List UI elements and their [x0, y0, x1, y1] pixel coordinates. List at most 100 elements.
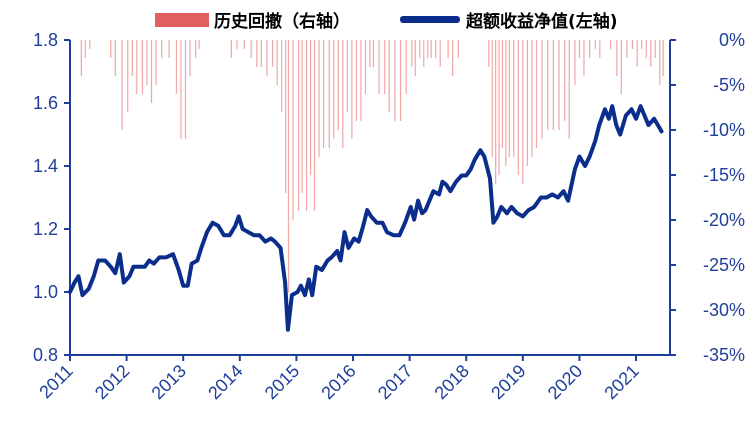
drawdown-bar — [287, 40, 290, 292]
drawdown-bar — [564, 40, 566, 121]
drawdown-bar — [599, 40, 601, 58]
x-axis-tick-label: 2015 — [261, 361, 303, 403]
left-axis-tick-label: 1.4 — [33, 156, 58, 176]
drawdown-bar — [399, 40, 402, 121]
drawdown-bar — [328, 40, 330, 148]
drawdown-bar — [626, 40, 628, 58]
drawdown-bar — [547, 40, 549, 130]
drawdown-bar — [313, 40, 316, 211]
drawdown-bar — [439, 40, 441, 67]
drawdown-bar — [384, 40, 386, 94]
drawdown-bar — [541, 40, 543, 139]
drawdown-bar — [574, 40, 576, 85]
drawdown-bar — [435, 40, 437, 58]
drawdown-bar — [423, 40, 425, 67]
drawdown-bar — [306, 40, 308, 211]
drawdown-bar — [513, 40, 515, 157]
x-axis-tick-label: 2016 — [317, 361, 359, 403]
drawdown-bar — [150, 40, 153, 103]
drawdown-bars — [80, 40, 664, 292]
drawdown-bar — [360, 40, 362, 121]
left-axis-tick-label: 1.0 — [33, 282, 58, 302]
drawdown-bar — [616, 40, 618, 76]
drawdown-bar — [337, 40, 339, 130]
x-axis-tick-label: 2020 — [544, 361, 586, 403]
drawdown-bar — [195, 40, 197, 58]
drawdown-bar — [495, 40, 497, 184]
drawdown-bar — [457, 40, 459, 58]
right-axis-tick-label: -15% — [703, 165, 745, 185]
right-axis-tick-label: -35% — [703, 345, 745, 365]
drawdown-bar — [430, 40, 432, 58]
drawdown-bar — [414, 40, 416, 76]
drawdown-bar — [146, 40, 148, 85]
drawdown-bar — [568, 40, 570, 139]
drawdown-bar — [589, 40, 591, 58]
drawdown-bar — [110, 40, 112, 58]
legend-bar-label: 历史回撤（右轴） — [214, 11, 350, 32]
right-axis-tick-label: -5% — [713, 75, 745, 95]
left-axis-tick-label: 0.8 — [33, 345, 58, 365]
drawdown-bar — [378, 40, 380, 94]
drawdown-bar — [121, 40, 123, 130]
drawdown-bar — [198, 40, 200, 49]
drawdown-bar — [488, 40, 490, 67]
drawdown-bar — [419, 40, 421, 58]
nav-line — [68, 104, 664, 332]
left-axis-tick-label: 1.8 — [33, 30, 58, 50]
drawdown-bar — [266, 40, 268, 76]
drawdown-bar — [155, 40, 157, 85]
drawdown-bar — [175, 40, 178, 94]
drawdown-bar — [452, 40, 454, 76]
drawdown-bar — [322, 40, 325, 148]
x-axis-tick-label: 2013 — [148, 361, 190, 403]
drawdown-bar — [583, 40, 585, 76]
drawdown-bar — [184, 40, 187, 139]
drawdown-bar — [531, 40, 533, 157]
drawdown-bar — [230, 40, 232, 58]
drawdown-bar — [405, 40, 407, 94]
drawdown-bar — [522, 40, 524, 184]
drawdown-bar — [505, 40, 507, 166]
x-axis-tick-label: 2021 — [600, 361, 642, 403]
drawdown-bar — [189, 40, 191, 76]
left-axis-tick-label: 1.2 — [33, 219, 58, 239]
drawdown-bar — [394, 40, 396, 121]
drawdown-bar — [346, 40, 348, 112]
drawdown-bar — [526, 40, 528, 166]
right-axis-tick-label: -10% — [703, 120, 745, 140]
right-axis-tick-label: 0% — [719, 30, 745, 50]
drawdown-bar — [659, 40, 661, 85]
drawdown-bar — [292, 40, 294, 220]
drawdown-bar — [168, 40, 170, 58]
drawdown-bar — [114, 40, 116, 76]
drawdown-bar — [333, 40, 335, 139]
drawdown-bar — [654, 40, 656, 58]
drawdown-bar — [131, 40, 133, 76]
drawdown-bar — [645, 40, 647, 58]
drawdown-bar — [411, 40, 413, 67]
drawdown-bar — [141, 40, 144, 94]
drawdown-bar — [281, 40, 283, 112]
x-axis-tick-label: 2019 — [487, 361, 529, 403]
drawdown-bar — [578, 40, 581, 58]
drawdown-bar — [388, 40, 390, 112]
drawdown-bar — [298, 40, 300, 211]
drawdown-bar — [351, 40, 353, 139]
drawdown-bar — [127, 40, 129, 112]
drawdown-bar — [161, 40, 163, 58]
drawdown-bar — [369, 40, 371, 67]
drawdown-bar — [260, 40, 262, 67]
drawdown-bar — [256, 40, 258, 67]
drawdown-bar — [89, 40, 91, 49]
drawdown-bar — [427, 40, 429, 58]
drawdown-bar — [342, 40, 344, 148]
drawdown-bar — [662, 40, 664, 76]
drawdown-bar — [372, 40, 374, 67]
drawdown-bar — [636, 40, 638, 67]
drawdown-bar — [447, 40, 449, 58]
drawdown-bar — [501, 40, 504, 148]
drawdown-bar — [243, 40, 245, 49]
